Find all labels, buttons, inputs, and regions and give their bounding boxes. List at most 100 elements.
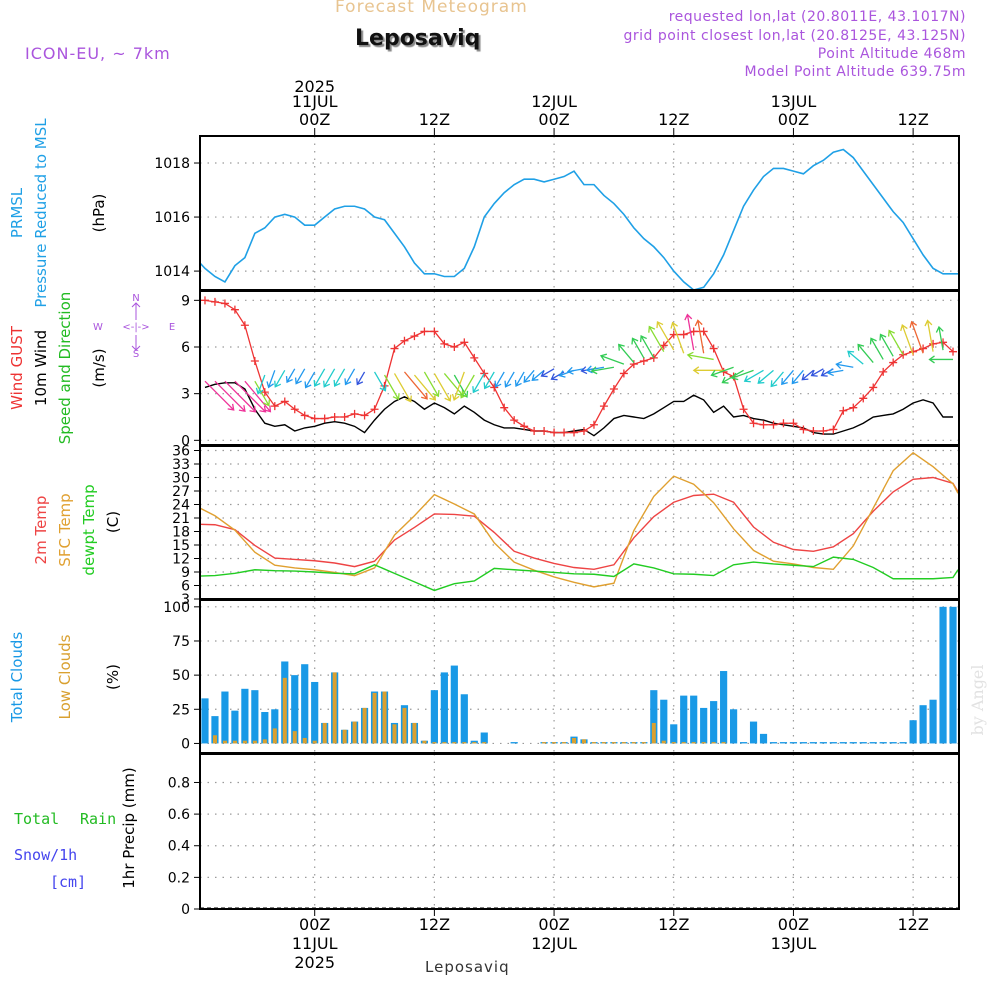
y-tick-label: 18 [172,525,190,541]
top-x-label: 00Z [299,110,330,129]
low-cloud-bar [601,742,606,744]
wind-direction-arrow [540,368,555,378]
point-altitude: Point Altitude 468m [817,46,966,62]
y-tick-label: 30 [172,471,190,487]
wind-direction-arrow [847,350,864,365]
low-cloud-bar [422,740,427,744]
gust-marker [779,419,788,428]
wind-direction-arrow [294,368,306,385]
precip-unit-label: 1hr Precip (mm) [120,767,138,888]
total-cloud-bar [809,742,817,744]
total-cloud-bar [301,664,309,744]
total-cloud-bar [839,742,847,744]
total-cloud-bar [829,742,837,744]
gust-marker [899,350,908,359]
y-tick-label: 33 [172,457,190,473]
low-cloud-bar [382,691,387,744]
gust-marker [220,299,229,308]
total-cloud-bar [211,716,219,744]
top-x-label: 12JUL [531,92,577,111]
wind-direction-arrow [393,373,412,403]
y-tick-label: 50 [172,668,190,684]
chart-title: Forecast Meteogram [335,0,528,17]
total-cloud-bar [480,732,488,744]
wind-direction-arrow [459,374,475,399]
wind-direction-arrow [686,351,714,361]
bottom-x-label: 12Z [658,915,689,934]
gust-marker [330,413,339,421]
total-cloud-bar [730,709,738,744]
model-altitude: Model Point Altitude 639.75m [744,64,966,80]
low-cloud-bar [482,742,487,744]
bottom-x-label: 11JUL [292,934,338,953]
bottom-x-label: 12Z [897,915,928,934]
total-cloud-bar [849,742,857,744]
bottom-x-label: 00Z [299,915,330,934]
total-cloud-bar [739,742,748,744]
wind-direction-arrow [266,370,276,389]
gust-marker [450,343,459,351]
gust-marker [530,427,539,435]
wind-direction-arrow [244,380,272,413]
gust-marker [460,338,469,347]
gust-marker [839,406,848,415]
total-clouds-label: Total Clouds [8,632,26,724]
total-cloud-bar [720,671,728,744]
total-cloud-bar [261,712,269,744]
total-cloud-bar [869,742,877,744]
compass-e: E [169,322,175,333]
gust-marker [410,332,419,341]
wind-direction-arrow [879,333,894,357]
wind-direction-arrow [743,369,764,383]
bottom-x-label: 13JUL [771,934,817,953]
gust-marker [919,344,928,353]
compass-s: S [133,349,139,360]
y-tick-label: 6 [181,340,190,356]
low-cloud-bar [222,740,227,744]
total-cloud-bar [251,690,259,744]
bottom-x-label: 12Z [419,915,450,934]
wind-speed-line [204,382,954,437]
low-cloud-bar [402,707,407,744]
wind-direction-arrow [333,368,346,387]
low-cloud-bar [242,740,247,744]
low-cloud-bar [611,742,616,744]
y-tick-label: 6 [181,579,190,595]
wind-direction-arrow [403,371,428,400]
low-cloud-bar [562,742,567,744]
gust-marker [540,427,549,435]
y-tick-label: 0 [181,433,190,449]
requested-coords: requested lon,lat (20.8011E, 43.1017N) [668,9,966,25]
wind-direction-arrow [304,371,316,389]
temp-2m-line [199,476,959,571]
gust-marker [789,419,798,428]
precip-rain-label: Rain [80,810,116,828]
wind-direction-arrow [483,371,495,390]
gust-marker [769,420,778,429]
wind-direction-arrow [692,366,724,375]
total-cloud-bar [789,742,798,744]
low-cloud-bar [721,742,726,744]
total-cloud-bar [690,695,698,744]
y-tick-label: 3 [181,592,190,608]
total-cloud-bar [660,699,668,744]
wind-direction-arrow [451,371,465,401]
gust-marker [560,428,569,437]
direction-label: Speed and Direction [56,292,74,445]
y-tick-label: 1014 [154,264,190,280]
watermark: by Angel [968,664,987,735]
wind-direction-arrow [656,320,675,351]
gust-marker [949,347,958,356]
wind-direction-arrow [504,371,515,388]
wind-direction-arrow [356,371,366,386]
low-cloud-bar [302,737,307,744]
wind-direction-arrow [810,368,824,377]
wind-direction-arrow [599,353,625,365]
panel-background [200,291,959,445]
y-tick-label: 9 [181,565,190,581]
gust-marker [699,327,708,336]
compass-mid: <-|-> [122,322,149,333]
total-cloud-bar [680,695,688,744]
y-tick-label: 1018 [154,156,190,172]
